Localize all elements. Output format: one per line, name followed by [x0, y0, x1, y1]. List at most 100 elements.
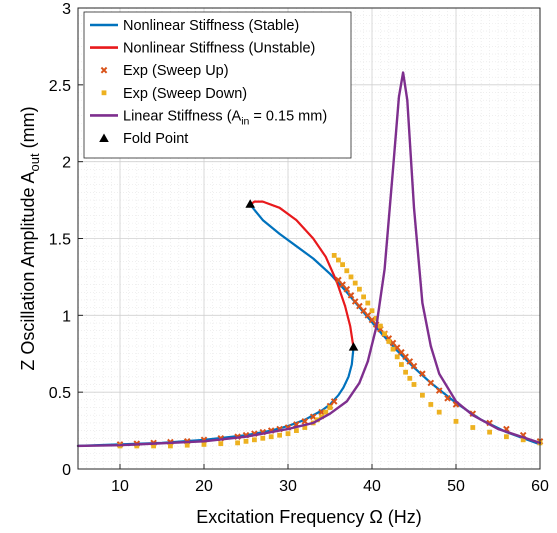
- fold-point: [245, 199, 255, 208]
- y-tick-label: 0.5: [49, 385, 71, 402]
- sweep-down-point: [382, 331, 387, 337]
- sweep-down-point: [294, 428, 299, 433]
- sweep-down-point: [390, 346, 396, 352]
- y-axis-label-unit: (mm): [18, 106, 38, 153]
- legend-linear-label: Linear Stiffness (Ain = 0.15 mm): [123, 108, 327, 127]
- legend-linear-label-rest: = 0.15 mm): [249, 108, 327, 124]
- sweep-down-point: [260, 435, 266, 441]
- sweep-up-point: [406, 358, 414, 365]
- sweep-down-point: [327, 405, 333, 410]
- sweep-down-point: [361, 294, 366, 300]
- sweep-up-point: [330, 398, 338, 405]
- sweep-down-point: [134, 443, 140, 449]
- sweep-down-point: [151, 443, 156, 449]
- sweep-down-point: [319, 414, 324, 420]
- sweep-down-point: [340, 262, 345, 268]
- y-tick-label: 1: [62, 308, 71, 325]
- sweep-down-point: [394, 354, 400, 360]
- sweep-up-point: [360, 307, 367, 315]
- sweep-down-point: [352, 280, 358, 286]
- x-tick-label: 30: [279, 478, 297, 495]
- y-axis-label-main: Z Oscillation Amplitude A: [18, 171, 38, 370]
- x-tick-label: 10: [111, 478, 129, 495]
- fold-point: [348, 342, 359, 351]
- sweep-down-point: [453, 418, 459, 424]
- sweep-down-point: [420, 392, 425, 398]
- sweep-down-point: [357, 286, 362, 292]
- sweep-up-point: [368, 316, 376, 324]
- sweep-down-point: [411, 382, 417, 387]
- sweep-down-point: [386, 339, 392, 344]
- legend: Nonlinear Stiffness (Stable) Nonlinear St…: [83, 11, 352, 159]
- sweep-down-point: [201, 442, 207, 447]
- legend-linear-label-main: Linear Stiffness (A: [123, 108, 242, 124]
- sweep-up-point: [410, 362, 418, 370]
- y-axis-label-sub: out: [27, 153, 42, 171]
- sweep-down-point: [336, 257, 341, 263]
- sweep-up-point: [309, 413, 317, 421]
- sweep-down-point: [436, 409, 442, 415]
- y-tick-label: 2: [62, 155, 71, 172]
- sweep-down-point: [407, 375, 413, 381]
- sweep-up-point: [301, 418, 309, 425]
- legend-sweep-down-swatch: [101, 90, 107, 96]
- sweep-down-point: [331, 253, 337, 258]
- sweep-down-point: [520, 437, 526, 443]
- sweep-down-point: [252, 437, 257, 443]
- sweep-up-point: [402, 353, 409, 361]
- sweep-down-point: [369, 308, 375, 314]
- sweep-down-point: [302, 425, 308, 430]
- sweep-up-point: [343, 285, 351, 293]
- legend-stable-label: Nonlinear Stiffness (Stable): [123, 18, 299, 34]
- sweep-down-point: [378, 323, 383, 329]
- sweep-up-point: [364, 312, 372, 319]
- sweep-up-point: [351, 298, 359, 305]
- sweep-up-point: [347, 292, 355, 299]
- linear-line: [76, 71, 542, 448]
- sweep-down-point: [277, 432, 282, 438]
- sweep-up-point: [339, 281, 346, 288]
- sweep-down-point: [184, 442, 190, 448]
- legend-box: [83, 11, 352, 159]
- sweep-down-point: [218, 441, 224, 447]
- sweep-down-point: [399, 362, 404, 367]
- sweep-up-point: [393, 344, 401, 351]
- sweep-down-point: [168, 443, 173, 449]
- y-tick-label: 1.5: [49, 232, 71, 249]
- y-tick-label: 0: [62, 462, 71, 479]
- sweep-up-point: [389, 339, 397, 347]
- unstable-line: [249, 200, 355, 349]
- legend-sweep_down-label: Exp (Sweep Down): [123, 86, 247, 102]
- sweep-up-point: [356, 302, 363, 310]
- sweep-down-point: [348, 274, 354, 280]
- sweep-down-point: [470, 425, 476, 430]
- y-tick-label: 2.5: [49, 78, 71, 95]
- sweep-down-point: [243, 438, 249, 444]
- sweep-down-point: [323, 409, 329, 415]
- sweep-down-point: [428, 402, 434, 407]
- x-tick-label: 20: [195, 478, 213, 495]
- sweep-down-point: [268, 434, 274, 440]
- sweep-up-point: [318, 408, 325, 416]
- x-tick-label: 40: [363, 478, 381, 495]
- sweep-down-point: [285, 431, 291, 437]
- x-axis-label: Excitation Frequency Ω (Hz): [196, 507, 422, 527]
- sweep-up-point: [419, 370, 426, 378]
- legend-unstable-label: Nonlinear Stiffness (Unstable): [123, 41, 315, 57]
- plot-series: [76, 71, 544, 449]
- tick-labels: 10 20 30 40 50 60 0 0.5 1 1.5 2 2.5 3: [49, 1, 549, 495]
- sweep-down-point: [344, 268, 350, 274]
- stable_upper-line: [249, 203, 542, 446]
- legend-fold-swatch: [99, 133, 109, 142]
- sweep-down-point: [487, 429, 492, 435]
- sweep-up-point: [444, 395, 451, 402]
- y-axis-label: Z Oscillation Amplitude Aout (mm): [18, 106, 42, 370]
- x-tick-label: 50: [447, 478, 465, 495]
- sweep-up-point: [335, 276, 342, 284]
- legend-linear-label-sub: in: [241, 115, 249, 127]
- sweep-up-point: [398, 348, 405, 356]
- legend-sweep_up-label: Exp (Sweep Up): [123, 63, 229, 79]
- sweep-down-point: [403, 369, 408, 375]
- sweep-down-point: [504, 434, 509, 440]
